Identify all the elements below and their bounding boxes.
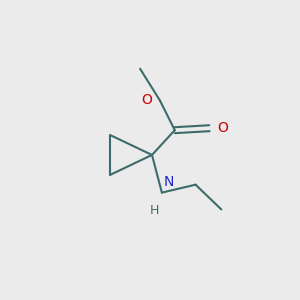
Text: N: N <box>164 175 174 189</box>
Text: O: O <box>141 94 152 107</box>
Text: O: O <box>218 121 228 135</box>
Text: H: H <box>149 205 159 218</box>
